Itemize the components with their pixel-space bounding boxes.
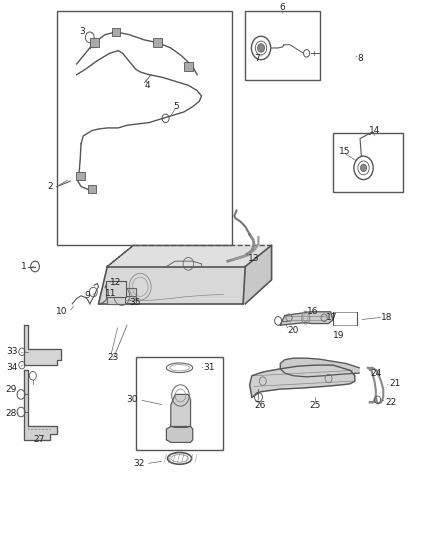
- Text: 29: 29: [5, 385, 17, 393]
- Text: 31: 31: [204, 364, 215, 372]
- Text: 19: 19: [333, 332, 344, 340]
- Bar: [57, 11, 232, 245]
- Bar: [153, 38, 162, 47]
- Text: 24: 24: [370, 369, 381, 377]
- Polygon shape: [24, 370, 57, 440]
- Text: 23: 23: [107, 353, 119, 361]
- Text: 7: 7: [254, 54, 260, 63]
- Polygon shape: [107, 288, 136, 304]
- Text: 5: 5: [173, 102, 179, 111]
- Text: 6: 6: [279, 4, 286, 12]
- Text: 28: 28: [5, 409, 17, 417]
- Bar: [136, 357, 223, 450]
- Text: 18: 18: [381, 313, 392, 321]
- Text: 12: 12: [110, 278, 121, 287]
- Polygon shape: [280, 358, 359, 377]
- Polygon shape: [24, 325, 61, 365]
- Polygon shape: [243, 245, 272, 304]
- Text: 25: 25: [310, 401, 321, 409]
- Text: 11: 11: [105, 289, 117, 297]
- Text: 8: 8: [357, 54, 363, 63]
- Circle shape: [360, 164, 367, 172]
- Polygon shape: [280, 312, 333, 325]
- Polygon shape: [250, 365, 355, 397]
- Text: 32: 32: [133, 459, 145, 468]
- Bar: [76, 172, 85, 180]
- Text: 13: 13: [247, 254, 259, 263]
- Text: 4: 4: [145, 81, 150, 90]
- Bar: [88, 185, 96, 193]
- Bar: [333, 133, 403, 192]
- Text: 1: 1: [21, 262, 26, 271]
- Text: 20: 20: [287, 326, 298, 335]
- Text: 16: 16: [307, 308, 318, 316]
- Bar: [112, 28, 120, 36]
- Bar: [245, 11, 320, 80]
- Text: 22: 22: [385, 398, 397, 407]
- Text: 27: 27: [34, 435, 45, 444]
- Text: 2: 2: [47, 182, 53, 191]
- Polygon shape: [166, 426, 193, 442]
- Bar: [184, 62, 193, 71]
- Text: 34: 34: [6, 364, 18, 372]
- Polygon shape: [99, 266, 245, 304]
- Polygon shape: [107, 245, 272, 266]
- Circle shape: [258, 44, 265, 52]
- Text: 21: 21: [390, 379, 401, 388]
- Text: 17: 17: [326, 313, 338, 321]
- Bar: [90, 38, 99, 47]
- Text: 14: 14: [369, 126, 380, 135]
- Text: 3: 3: [80, 28, 85, 36]
- Text: 30: 30: [127, 395, 138, 404]
- Text: 33: 33: [6, 348, 18, 356]
- FancyBboxPatch shape: [106, 281, 126, 297]
- Text: 35: 35: [129, 298, 141, 307]
- Text: 10: 10: [57, 308, 68, 316]
- Text: 9: 9: [84, 292, 90, 300]
- Polygon shape: [171, 394, 191, 427]
- Text: 26: 26: [254, 401, 265, 409]
- Text: 15: 15: [339, 148, 351, 156]
